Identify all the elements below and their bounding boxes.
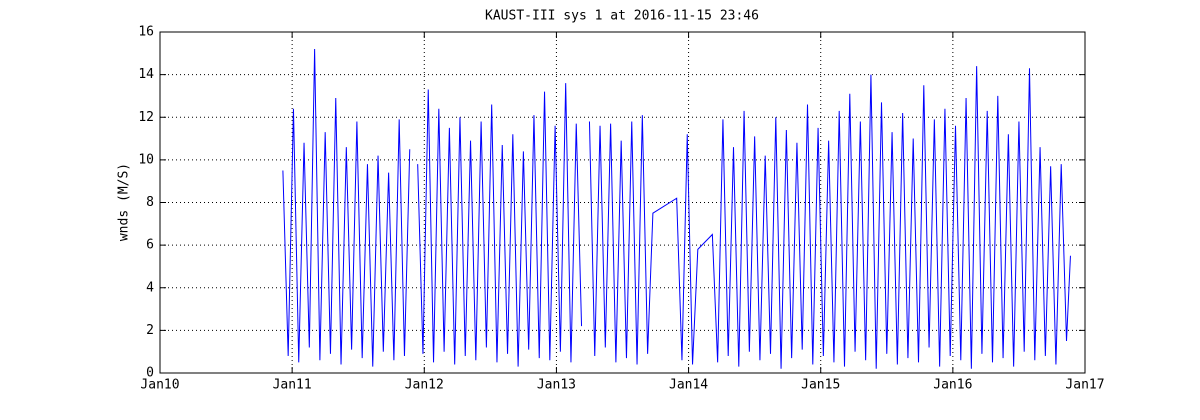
x-tick-label: Jan12 [405, 378, 444, 393]
x-tick-label: Jan16 [933, 378, 972, 393]
x-tick-label: Jan11 [273, 378, 312, 393]
plot-frame [159, 31, 1086, 374]
y-tick-label: 6 [146, 238, 154, 253]
y-tick-label: 8 [146, 195, 154, 210]
y-axis-label: wnds (M/S) [117, 163, 132, 241]
x-tick-label: Jan13 [537, 378, 576, 393]
y-tick-label: 10 [138, 152, 154, 167]
y-tick-label: 4 [146, 280, 154, 295]
y-tick-label: 14 [138, 67, 154, 82]
y-tick-label: 12 [138, 110, 154, 125]
x-tick-label: Jan14 [669, 378, 708, 393]
y-tick-label: 16 [138, 25, 154, 40]
y-tick-label: 2 [146, 323, 154, 338]
x-tick-label: Jan15 [801, 378, 840, 393]
chart-title: KAUST-III sys 1 at 2016-11-15 23:46 [485, 9, 759, 24]
y-tick-label: 0 [146, 366, 154, 381]
x-tick-label: Jan10 [140, 378, 179, 393]
x-tick-label: Jan17 [1065, 378, 1104, 393]
data-line [282, 49, 1071, 369]
